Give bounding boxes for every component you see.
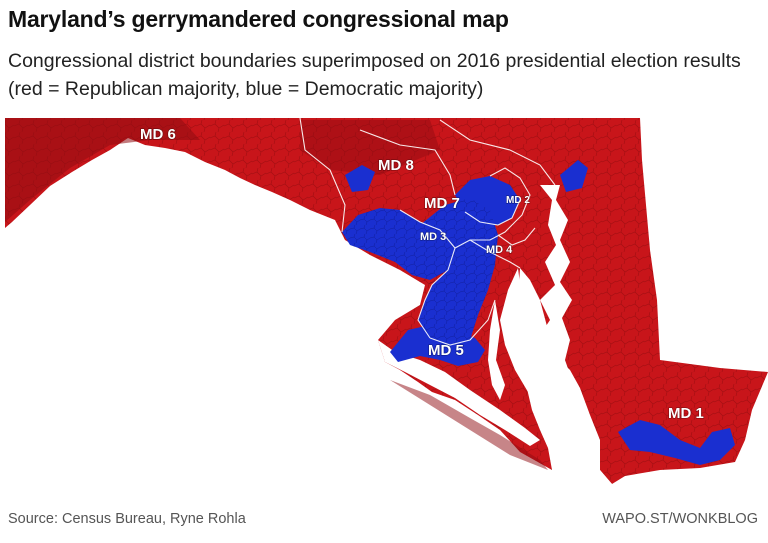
patuxent-river (488, 300, 505, 400)
northern-blue-patch (345, 165, 375, 192)
boundary-md7-inner (464, 199, 521, 226)
label-md2: MD 2 (506, 195, 530, 206)
blue-precinct-texture (342, 198, 498, 345)
publisher-credit: WAPO.ST/WONKBLOG (602, 511, 758, 527)
label-md6: MD 6 (140, 126, 176, 143)
harford-blue-patch (560, 160, 588, 192)
rural-dark-region-west (5, 118, 200, 222)
boundary-md2-arm (470, 167, 531, 241)
potomac-river (378, 340, 540, 446)
label-md7: MD 7 (424, 195, 460, 212)
chesapeake-bay (538, 185, 612, 484)
boundary-md3-outline (399, 209, 521, 269)
source-credit: Source: Census Bureau, Ryne Rohla (8, 511, 246, 527)
label-md3: MD 3 (420, 231, 446, 243)
label-md5: MD 5 (428, 342, 464, 359)
boundary-md8-md1 (439, 119, 556, 186)
rural-dark-region-south (390, 380, 548, 470)
boundary-md8-md7 (359, 129, 456, 196)
page-subtitle: Congressional district boundaries superi… (8, 50, 741, 100)
label-md1: MD 1 (668, 405, 704, 422)
label-md4: MD 4 (486, 244, 513, 256)
page-title: Maryland’s gerrymandered congressional m… (8, 6, 509, 32)
precinct-texture (5, 118, 768, 484)
district-labels: MD 6 MD 8 MD 7 MD 2 MD 3 MD 4 MD 5 MD 1 (139, 125, 704, 422)
maryland-election-map: MD 6 MD 8 MD 7 MD 2 MD 3 MD 4 MD 5 MD 1 (5, 117, 768, 484)
boundary-md6-md8 (299, 117, 346, 233)
rural-dark-region-north (300, 120, 440, 175)
district-boundaries (299, 117, 556, 346)
bay-inlet-west (500, 268, 535, 392)
boundary-md5-outline (429, 299, 496, 346)
boundary-md4-outline (417, 247, 456, 339)
boundary-md3-arm (497, 227, 536, 246)
label-md8: MD 8 (378, 157, 414, 174)
eastern-shore-blue-region (618, 420, 735, 465)
